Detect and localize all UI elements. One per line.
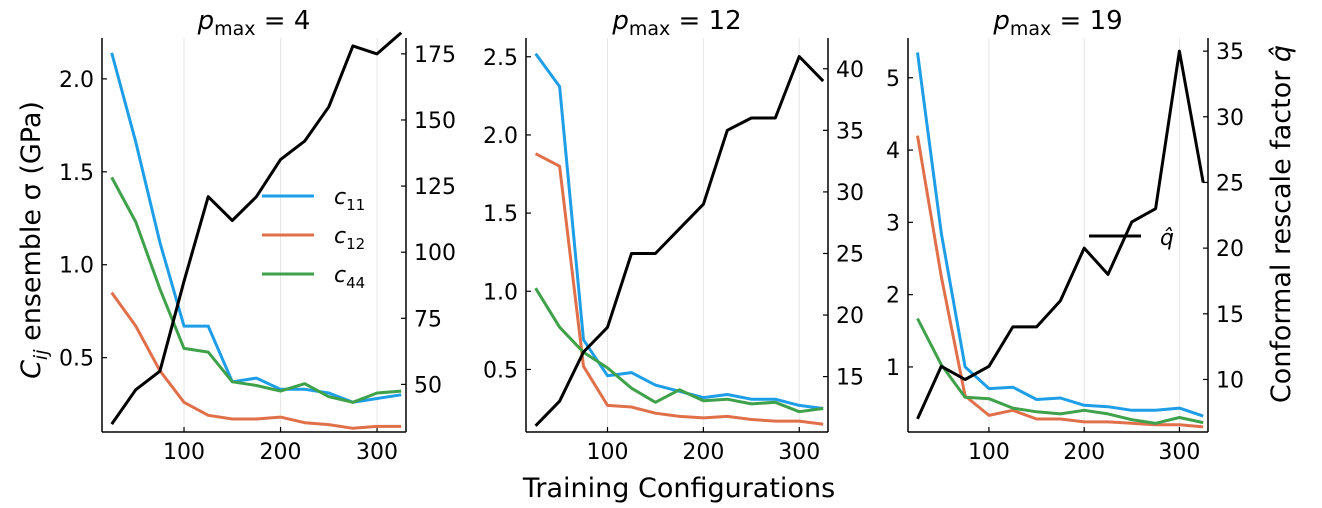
left-y-tick-label: 1.0 (483, 280, 518, 305)
left-y-tick-label: 0.5 (59, 347, 94, 372)
series-qhat-line (916, 49, 1205, 420)
right-y-tick-label: 125 (414, 175, 456, 200)
legend-qhat: q̂ (1089, 226, 1174, 251)
series-c11-line (110, 52, 402, 404)
series-c12-line (110, 291, 402, 430)
panel-2: 100 200 300 0.5 1.0 1.5 2.0 2.5 15 20 25 30 35 40 pmax… (483, 6, 864, 465)
right-y-tick-label: 175 (414, 43, 456, 68)
right-y-tick-label: 100 (414, 241, 456, 266)
x-tick-label: 300 (1158, 440, 1200, 465)
legend-c44-label: c44 (334, 263, 365, 292)
left-y-tick-label: 1.5 (483, 202, 518, 227)
legend: c11 c12 c44 (262, 185, 365, 292)
legend-c11-label: c11 (334, 185, 365, 214)
x-tick-label: 300 (356, 440, 398, 465)
right-y-tick-label: 15 (836, 366, 864, 391)
right-y-tick-label: 10 (1216, 368, 1244, 393)
x-tick-label: 100 (586, 440, 628, 465)
series-qhat-line (110, 31, 403, 425)
right-y-tick-label: 75 (414, 307, 442, 332)
x-tick-label: 300 (778, 440, 820, 465)
left-y-tick-label: 2.0 (483, 124, 518, 149)
right-y-tick-label: 25 (836, 242, 864, 267)
right-y-tick-label: 20 (836, 304, 864, 329)
left-y-tick-label: 5 (886, 67, 900, 92)
left-y-tick-label: 2 (886, 284, 900, 309)
legend-c12-label: c12 (334, 224, 365, 253)
right-y-tick-label: 15 (1216, 303, 1244, 328)
panel-1: 100 200 300 0.5 1.0 1.5 2.0 50 75 100 125 150 175 pma… (59, 6, 456, 465)
right-y-tick-label: 150 (414, 109, 456, 134)
right-y-tick-label: 50 (414, 373, 442, 398)
right-y-tick-label: 35 (1216, 40, 1244, 65)
series-c44-line (916, 317, 1204, 425)
left-y-tick-label: 0.5 (483, 358, 518, 383)
series-qhat-line (534, 55, 825, 427)
right-y-tick-label: 30 (836, 181, 864, 206)
x-tick-label: 100 (968, 440, 1010, 465)
x-tick-label: 100 (163, 440, 205, 465)
legend-qhat-label: q̂ (1160, 226, 1174, 251)
left-y-tick-label: 2.0 (59, 68, 94, 93)
series-c44-line (110, 176, 402, 404)
left-y-tick-label: 1.5 (59, 161, 94, 186)
series-c44-line (534, 287, 824, 414)
left-y-tick-label: 1 (886, 356, 900, 381)
x-tick-label: 200 (1063, 440, 1105, 465)
left-y-tick-label: 4 (886, 139, 900, 164)
left-y-tick-label: 1.0 (59, 254, 94, 279)
left-y-tick-label: 3 (886, 211, 900, 236)
right-y-tick-label: 25 (1216, 171, 1244, 196)
series-c11-line (916, 52, 1204, 418)
left-y-axis-label: Cij ensemble σ (GPa) (16, 101, 52, 379)
x-axis-label: Training Configurations (522, 473, 835, 504)
x-tick-label: 200 (260, 440, 302, 465)
right-y-axis-label: Conformal rescale factor q̂ (1266, 45, 1297, 403)
right-y-tick-label: 20 (1216, 237, 1244, 262)
panel-title: pmax = 12 (611, 6, 741, 40)
right-y-tick-label: 40 (836, 58, 864, 83)
panel-3: 100 200 300 1 2 3 4 5 10 15 20 25 30 35 pmax = 19 (886, 6, 1244, 465)
right-y-tick-label: 30 (1216, 106, 1244, 131)
panel-title: pmax = 4 (197, 6, 311, 40)
panel-title: pmax = 19 (992, 6, 1122, 40)
right-y-tick-label: 35 (836, 119, 864, 144)
x-tick-label: 200 (682, 440, 724, 465)
series-c12-line (534, 152, 824, 426)
left-y-tick-label: 2.5 (483, 46, 518, 71)
